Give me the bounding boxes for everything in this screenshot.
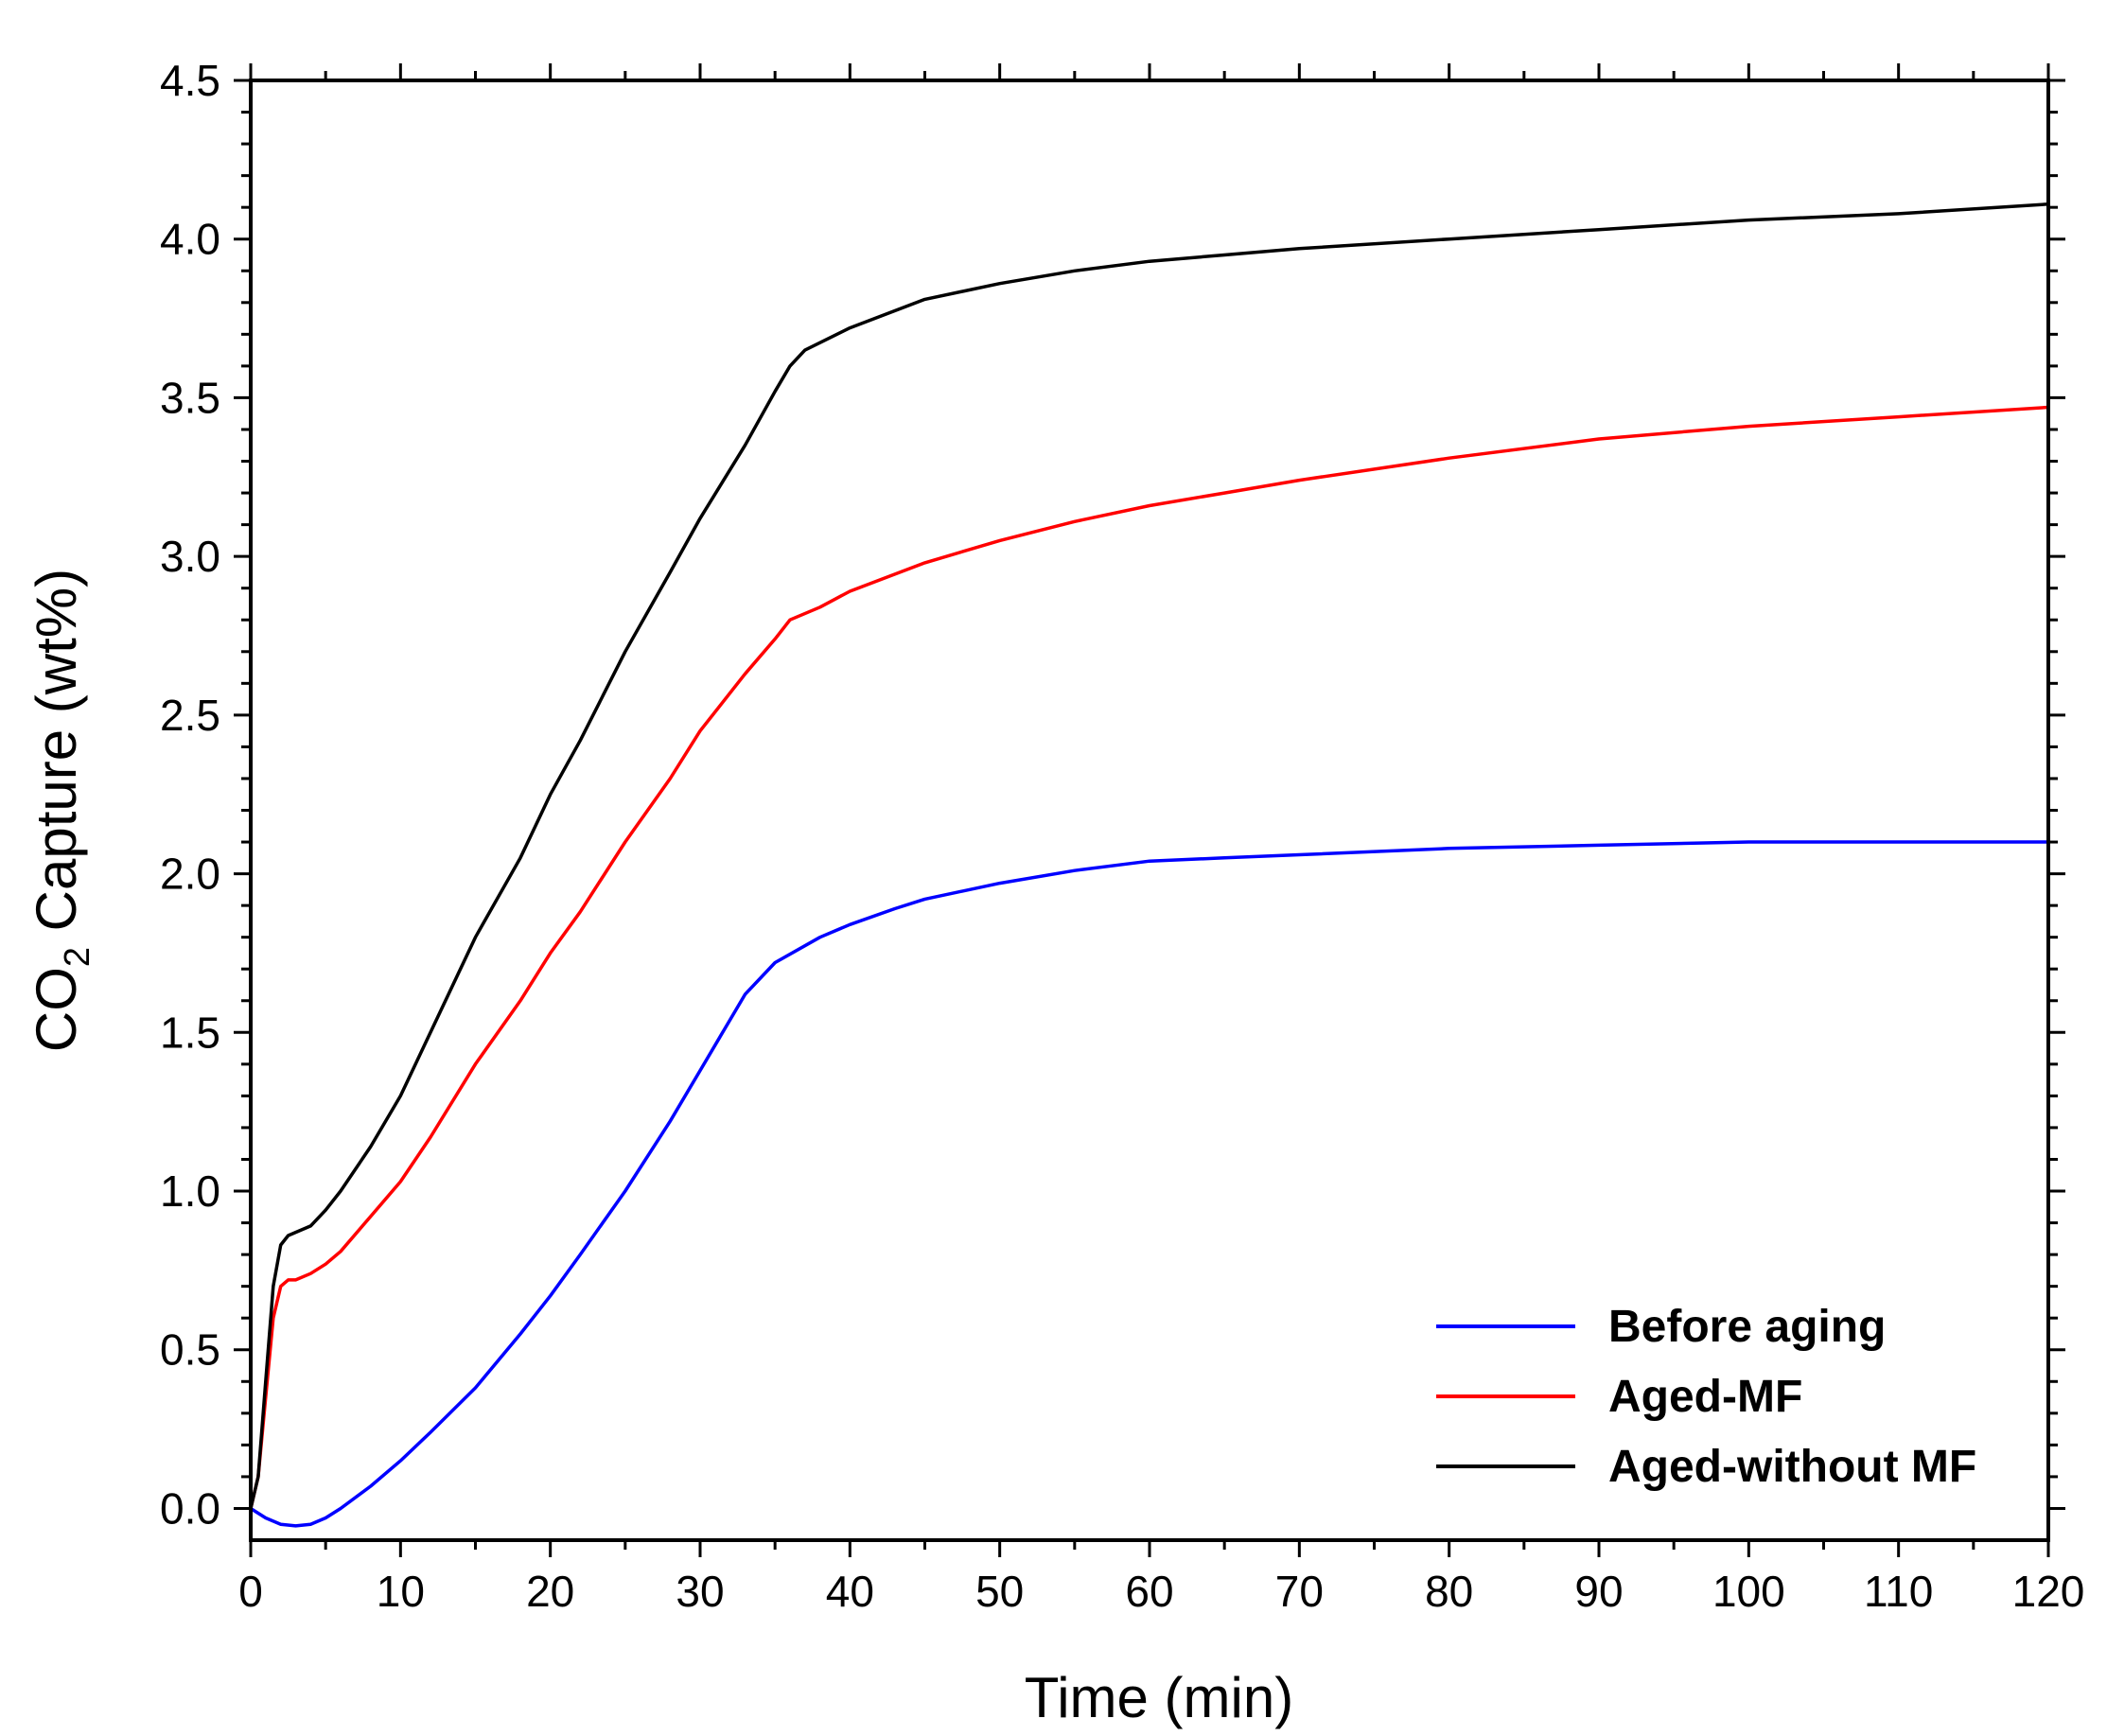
series-line-aged-without-mf	[249, 202, 2049, 1509]
y-tick-label: 4.0	[160, 215, 220, 264]
x-tick-label: 60	[1125, 1567, 1173, 1616]
series-line-aged-mf	[249, 405, 2049, 1509]
y-tick-label: 2.5	[160, 691, 220, 740]
x-tick-label: 10	[377, 1567, 425, 1616]
x-tick-label: 100	[1712, 1567, 1785, 1616]
x-tick-label: 30	[676, 1567, 724, 1616]
x-tick-label: 40	[826, 1567, 874, 1616]
legend-label: Aged-without MF	[1608, 1442, 1976, 1492]
y-tick-label: 3.0	[160, 532, 220, 581]
y-tick-label: 1.5	[160, 1008, 220, 1057]
y-tick-label: 2.0	[160, 850, 220, 899]
x-tick-label: 50	[975, 1567, 1024, 1616]
legend-label: Aged-MF	[1608, 1372, 1802, 1422]
legend-label: Before aging	[1608, 1302, 1886, 1352]
series-layer	[249, 202, 2049, 1528]
x-tick-label: 70	[1275, 1567, 1324, 1616]
y-tick-label: 0.5	[160, 1325, 220, 1375]
axes-layer	[234, 63, 2065, 1557]
x-axis-title: Time (min)	[1025, 1666, 1293, 1729]
y-axis-title: CO2 Capture (wt%)	[25, 569, 97, 1052]
y-tick-label: 4.5	[160, 56, 220, 105]
legend: Before aging Aged-MF Aged-without MF	[1436, 1302, 1976, 1492]
labels-layer: 0 10 20 30 40 50 60 70 80 90 100 110 120 0.0 0.5 1.0 1.5…	[25, 56, 2084, 1729]
x-tick-label: 20	[526, 1567, 574, 1616]
x-tick-label: 90	[1574, 1567, 1623, 1616]
y-tick-label: 0.0	[160, 1483, 220, 1533]
x-tick-label: 80	[1425, 1567, 1473, 1616]
y-tick-label: 1.0	[160, 1166, 220, 1216]
x-tick-label: 120	[2012, 1567, 2085, 1616]
x-tick-label: 110	[1864, 1567, 1933, 1616]
y-tick-label: 3.5	[160, 373, 220, 422]
series-line-before-aging	[250, 840, 2048, 1528]
x-tick-label: 0	[238, 1567, 263, 1616]
